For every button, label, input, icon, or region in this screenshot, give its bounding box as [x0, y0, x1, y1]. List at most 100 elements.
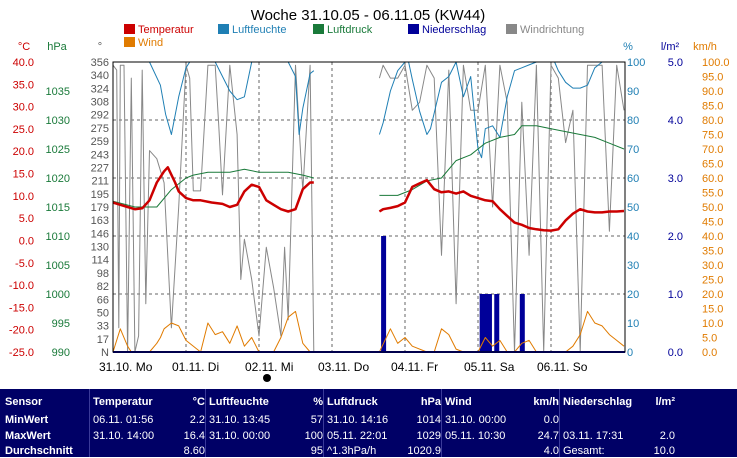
stats-cell-value: 2.0: [659, 430, 675, 442]
stats-header: Sensor: [5, 396, 43, 408]
stats-column-divider: [89, 389, 90, 457]
stats-cell-value: 4.0: [543, 445, 559, 457]
legend-label: Temperatur: [138, 24, 194, 36]
tick-label-wind: 75.0: [702, 130, 723, 142]
rain-bar: [494, 294, 500, 352]
rain-bar: [381, 236, 387, 352]
tick-label-temp: 40.0: [13, 57, 34, 69]
stats-column-divider: [441, 389, 442, 457]
tick-label-humidity: 10: [627, 318, 639, 330]
stats-header: Niederschlag: [563, 396, 633, 408]
series-line-luftfeuchte: [113, 61, 624, 159]
stats-column-divider: [323, 389, 324, 457]
tick-label-direction: 163: [91, 215, 109, 227]
tick-label-pressure: 1020: [46, 173, 70, 185]
stats-header: Wind: [445, 396, 472, 408]
stats-cell-time: 31.10. 13:45: [209, 414, 271, 426]
legend-label: Luftdruck: [327, 24, 373, 36]
tick-label-temp: 15.0: [13, 169, 34, 181]
tick-label-wind: 20.0: [702, 289, 723, 301]
x-tick-label: 04.11. Fr: [391, 360, 438, 374]
series-line-windrichtung: [112, 64, 625, 353]
tick-label-rain: 3.0: [668, 173, 683, 185]
rain-bar: [519, 294, 525, 352]
stats-cell-value: 16.4: [183, 430, 205, 442]
legend-swatch: [124, 37, 135, 47]
stats-cell-value: 95: [310, 445, 323, 457]
tick-label-direction: 114: [91, 255, 109, 267]
tick-label-humidity: 0: [627, 347, 633, 359]
stats-cell-time: Gesamt:: [563, 445, 605, 457]
legend-swatch: [313, 24, 324, 34]
tick-label-pressure: 1010: [46, 231, 70, 243]
tick-label-temp: -5.0: [15, 258, 34, 270]
tick-label-pressure: 1000: [46, 289, 70, 301]
tick-label-pressure: 990: [52, 347, 70, 359]
tick-label-temp: -10.0: [9, 280, 34, 292]
stats-unit: %: [313, 396, 323, 408]
series-line-temperatur: [112, 166, 625, 232]
rain-bar: [479, 294, 485, 352]
tick-label-humidity: 60: [627, 173, 639, 185]
tick-label-temp: 30.0: [13, 102, 34, 114]
tick-label-temp: -25.0: [9, 347, 34, 359]
legend-label: Niederschlag: [422, 24, 486, 36]
tick-label-humidity: 80: [627, 115, 639, 127]
tick-label-temp: -15.0: [9, 302, 34, 314]
stats-cell-value: 1029: [416, 430, 441, 442]
tick-label-temp: 35.0: [13, 79, 34, 91]
x-tick-label: 05.11. Sa: [464, 360, 515, 374]
tick-label-humidity: 40: [627, 231, 639, 243]
stats-cell-value: 100: [304, 430, 323, 442]
tick-label-direction: 227: [91, 162, 109, 174]
stats-cell-value: 1014: [416, 414, 441, 426]
tick-label-pressure: 1005: [46, 260, 70, 272]
legend-swatch: [408, 24, 419, 34]
rain-bars: [381, 236, 525, 352]
weather-chart: Woche 31.10.05 - 06.11.05 (KW44) Tempera…: [9, 7, 730, 382]
tick-label-wind: 65.0: [702, 159, 723, 171]
tick-label-direction: 130: [91, 242, 109, 254]
rain-bar: [486, 294, 492, 352]
tick-label-direction: 179: [91, 202, 109, 214]
tick-label-wind: 45.0: [702, 217, 723, 229]
tick-label-temp: 0.0: [19, 235, 34, 247]
tick-label-humidity: 50: [627, 202, 639, 214]
tick-label-pressure: 995: [52, 318, 70, 330]
axis-tick-labels: 40.0 35.0 30.0 25.0 20.0 15.0 10.0 5.0 0.0 -5.0 -1…: [9, 57, 730, 359]
tick-label-direction: 243: [91, 149, 109, 161]
tick-label-wind: 40.0: [702, 231, 723, 243]
tick-label-direction: 340: [91, 70, 109, 82]
tick-label-rain: 4.0: [668, 115, 683, 127]
tick-label-pressure: 1025: [46, 144, 70, 156]
chart-legend: Temperatur Luftfeuchte Luftdruck Niederschl…: [124, 24, 584, 49]
stats-column-divider: [205, 389, 206, 457]
tick-label-wind: 5.0: [702, 333, 717, 345]
stats-column-divider: [559, 389, 560, 457]
tick-label-wind: 10.0: [702, 318, 723, 330]
tick-label-direction: 356: [91, 57, 109, 69]
tick-label-wind: 15.0: [702, 304, 723, 316]
tick-label-direction: 259: [91, 136, 109, 148]
stats-cell-value: 10.0: [653, 445, 675, 457]
tick-label-direction: 195: [91, 189, 109, 201]
tick-label-direction: 17: [97, 334, 109, 346]
tick-label-wind: 85.0: [702, 101, 723, 113]
tick-label-rain: 0.0: [668, 347, 683, 359]
stats-cell-value: 24.7: [537, 430, 559, 442]
axis-unit-label: km/h: [693, 41, 717, 53]
statistics-panel: Sensor MinWert MaxWert Durchschnitt Temperat…: [0, 389, 737, 457]
legend-label: Wind: [138, 37, 163, 49]
stats-cell-value: 0.0: [543, 414, 559, 426]
stats-cell-time: 06.11. 01:56: [93, 414, 154, 426]
tick-label-direction: 82: [97, 281, 109, 293]
tick-label-wind: 70.0: [702, 144, 723, 156]
axis-unit-label: l/m²: [661, 41, 680, 53]
x-tick-label: 01.11. Di: [172, 360, 219, 374]
stats-cell-time: 03.11. 17:31: [563, 430, 624, 442]
plot-frame: [112, 61, 626, 353]
tick-label-direction: 66: [97, 294, 109, 306]
stats-cell-time: 05.11. 22:01: [327, 430, 388, 442]
axis-units: °C hPa °% l/m² km/h: [18, 41, 717, 53]
x-tick-label: 02.11. Mi: [245, 360, 293, 374]
